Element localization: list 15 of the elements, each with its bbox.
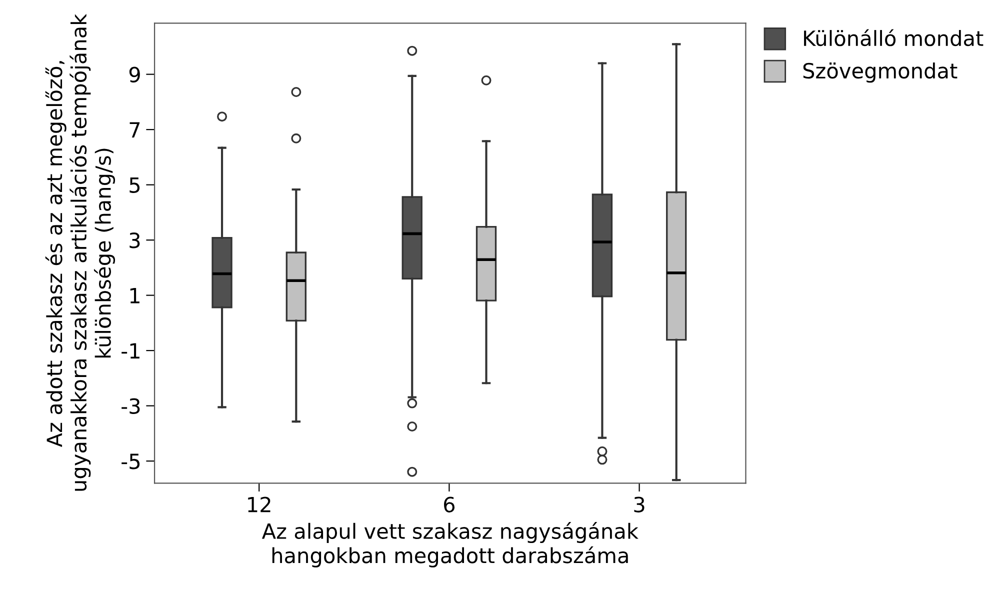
y-tick-label: 1 — [130, 288, 140, 304]
y-tick-label: 3 — [130, 232, 140, 248]
x-tick-label: 3 — [634, 496, 644, 512]
y-tick-label: 5 — [130, 178, 140, 194]
y-tick-label: -5 — [122, 454, 140, 470]
legend-label: Különálló mondat — [804, 29, 984, 46]
y-tick-label: 7 — [130, 122, 140, 138]
x-tick-label: 6 — [444, 496, 455, 512]
y-axis-title: Az adott szakasz és az azt megelőző, ugyanakkora szakasz artikulációs tempójának különbsége (hang/s) — [45, 14, 116, 491]
y-tick-label: -1 — [122, 343, 140, 358]
y-tick-label: 9 — [129, 66, 140, 83]
legend-label: Szövegmondat — [803, 62, 958, 83]
x-axis-title: Az alapul vett szakasz nagyságának hangokban megadott darabszáma — [262, 522, 638, 568]
x-tick-label: 12 — [248, 496, 270, 512]
y-tick-label: -3 — [122, 398, 140, 414]
